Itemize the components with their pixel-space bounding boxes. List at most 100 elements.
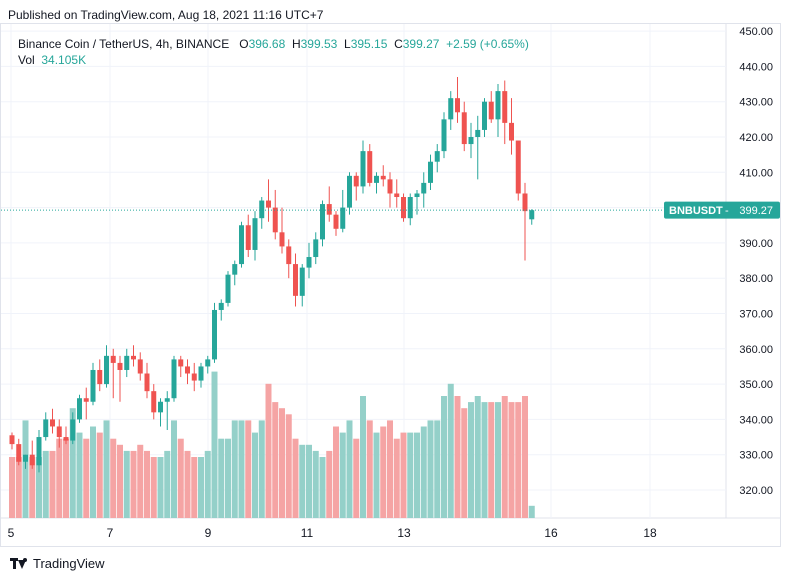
volume-bar <box>130 450 137 518</box>
candle-body <box>158 401 163 413</box>
candle-body <box>293 264 298 296</box>
volume-bar <box>117 444 123 518</box>
volume-bar <box>279 408 285 518</box>
close-label: C <box>394 37 403 51</box>
volume-bar <box>333 426 339 518</box>
y-tick-label: 350.00 <box>739 379 773 391</box>
candle-body <box>171 359 177 399</box>
candle-body <box>272 207 278 233</box>
candle-body <box>252 218 258 250</box>
volume-bar <box>508 402 515 518</box>
candle-body <box>70 419 76 441</box>
volume-bar <box>225 438 231 518</box>
candle-body <box>515 140 521 194</box>
candle-body <box>83 398 89 402</box>
volume-bar <box>495 402 501 518</box>
candle-body <box>63 437 69 441</box>
candle-body <box>232 264 238 275</box>
candle-body <box>266 200 271 208</box>
volume-bar <box>90 426 96 518</box>
volume-bar <box>42 450 49 518</box>
volume-bar <box>191 457 198 518</box>
volume-bar <box>49 450 56 518</box>
candle-body <box>50 419 55 427</box>
candle-body <box>475 129 481 137</box>
candle-body <box>97 369 103 385</box>
candle-body <box>353 175 359 187</box>
candle-body <box>178 359 184 367</box>
y-tick-label: 360.00 <box>739 344 773 356</box>
volume-bar <box>110 438 117 518</box>
candle-body <box>360 151 366 187</box>
volume-bar <box>36 457 42 518</box>
chart-frame[interactable] <box>0 23 781 547</box>
volume-bar <box>245 420 252 518</box>
y-tick-label: 450.00 <box>739 26 773 38</box>
candle-body <box>401 197 406 219</box>
candle-body <box>434 151 440 162</box>
brand-name: TradingView <box>33 556 105 571</box>
x-tick-label: 16 <box>544 526 558 540</box>
volume-bar <box>299 444 306 518</box>
candle-body <box>104 355 109 385</box>
candle-body <box>9 435 15 445</box>
candle-body <box>502 91 508 123</box>
candle-body <box>36 437 42 466</box>
ohlc-row: Binance Coin / TetherUS, 4h, BINANCE O39… <box>18 36 529 52</box>
volume-row: Vol 34.105K <box>18 52 529 68</box>
candle-body <box>198 366 204 381</box>
candle-body <box>441 119 447 152</box>
volume-bar <box>326 450 333 518</box>
volume-bar <box>22 420 29 518</box>
candle-body <box>333 214 339 229</box>
volume-bar <box>9 457 15 518</box>
volume-bar <box>353 438 360 518</box>
price-tag-badge <box>664 201 780 219</box>
x-tick-label: 18 <box>643 526 657 540</box>
y-tick-label: 330.00 <box>739 450 773 462</box>
volume-bar <box>218 438 225 518</box>
y-tick-label: 440.00 <box>739 61 773 73</box>
candle-body <box>367 151 373 183</box>
volume-bar <box>272 402 279 518</box>
change-value: +2.59 (+0.65%) <box>446 37 529 51</box>
volume-bar <box>83 438 90 518</box>
volume-bar <box>231 420 238 518</box>
candle-body <box>448 98 454 120</box>
volume-bar <box>346 420 353 518</box>
chart-legend: Binance Coin / TetherUS, 4h, BINANCE O39… <box>18 36 529 68</box>
volume-bar <box>252 432 258 518</box>
candle-body <box>77 398 82 420</box>
candle-body <box>286 246 292 265</box>
candle-body <box>394 193 400 198</box>
candle-body <box>299 267 305 296</box>
price-tag-symbol: BNBUSDT <box>669 205 723 217</box>
candle-body <box>56 426 62 438</box>
volume-bar <box>319 457 326 518</box>
volume-bar <box>393 438 400 518</box>
candle-body <box>461 112 467 145</box>
candle-body <box>218 302 224 310</box>
footer-brand[interactable]: TradingView <box>10 556 105 571</box>
volume-bar <box>312 450 319 518</box>
y-tick-label: 370.00 <box>739 309 773 321</box>
tradingview-logo-icon <box>10 557 28 570</box>
candle-body <box>43 419 49 438</box>
volume-bar <box>96 432 103 518</box>
candle-body <box>482 101 487 130</box>
candle-body <box>340 207 346 229</box>
volume-bar <box>306 444 312 518</box>
volume-bar <box>400 432 407 518</box>
volume-bar <box>474 396 481 518</box>
volume-bar <box>407 432 414 518</box>
candle-body <box>529 210 535 220</box>
y-tick-label: 380.00 <box>739 273 773 285</box>
candle-body <box>387 179 393 194</box>
candle-body <box>239 225 244 265</box>
volume-bar <box>164 450 171 518</box>
volume-bar <box>528 505 535 518</box>
volume-bar <box>339 432 346 518</box>
volume-bar <box>420 426 427 518</box>
volume-bar <box>366 420 373 518</box>
